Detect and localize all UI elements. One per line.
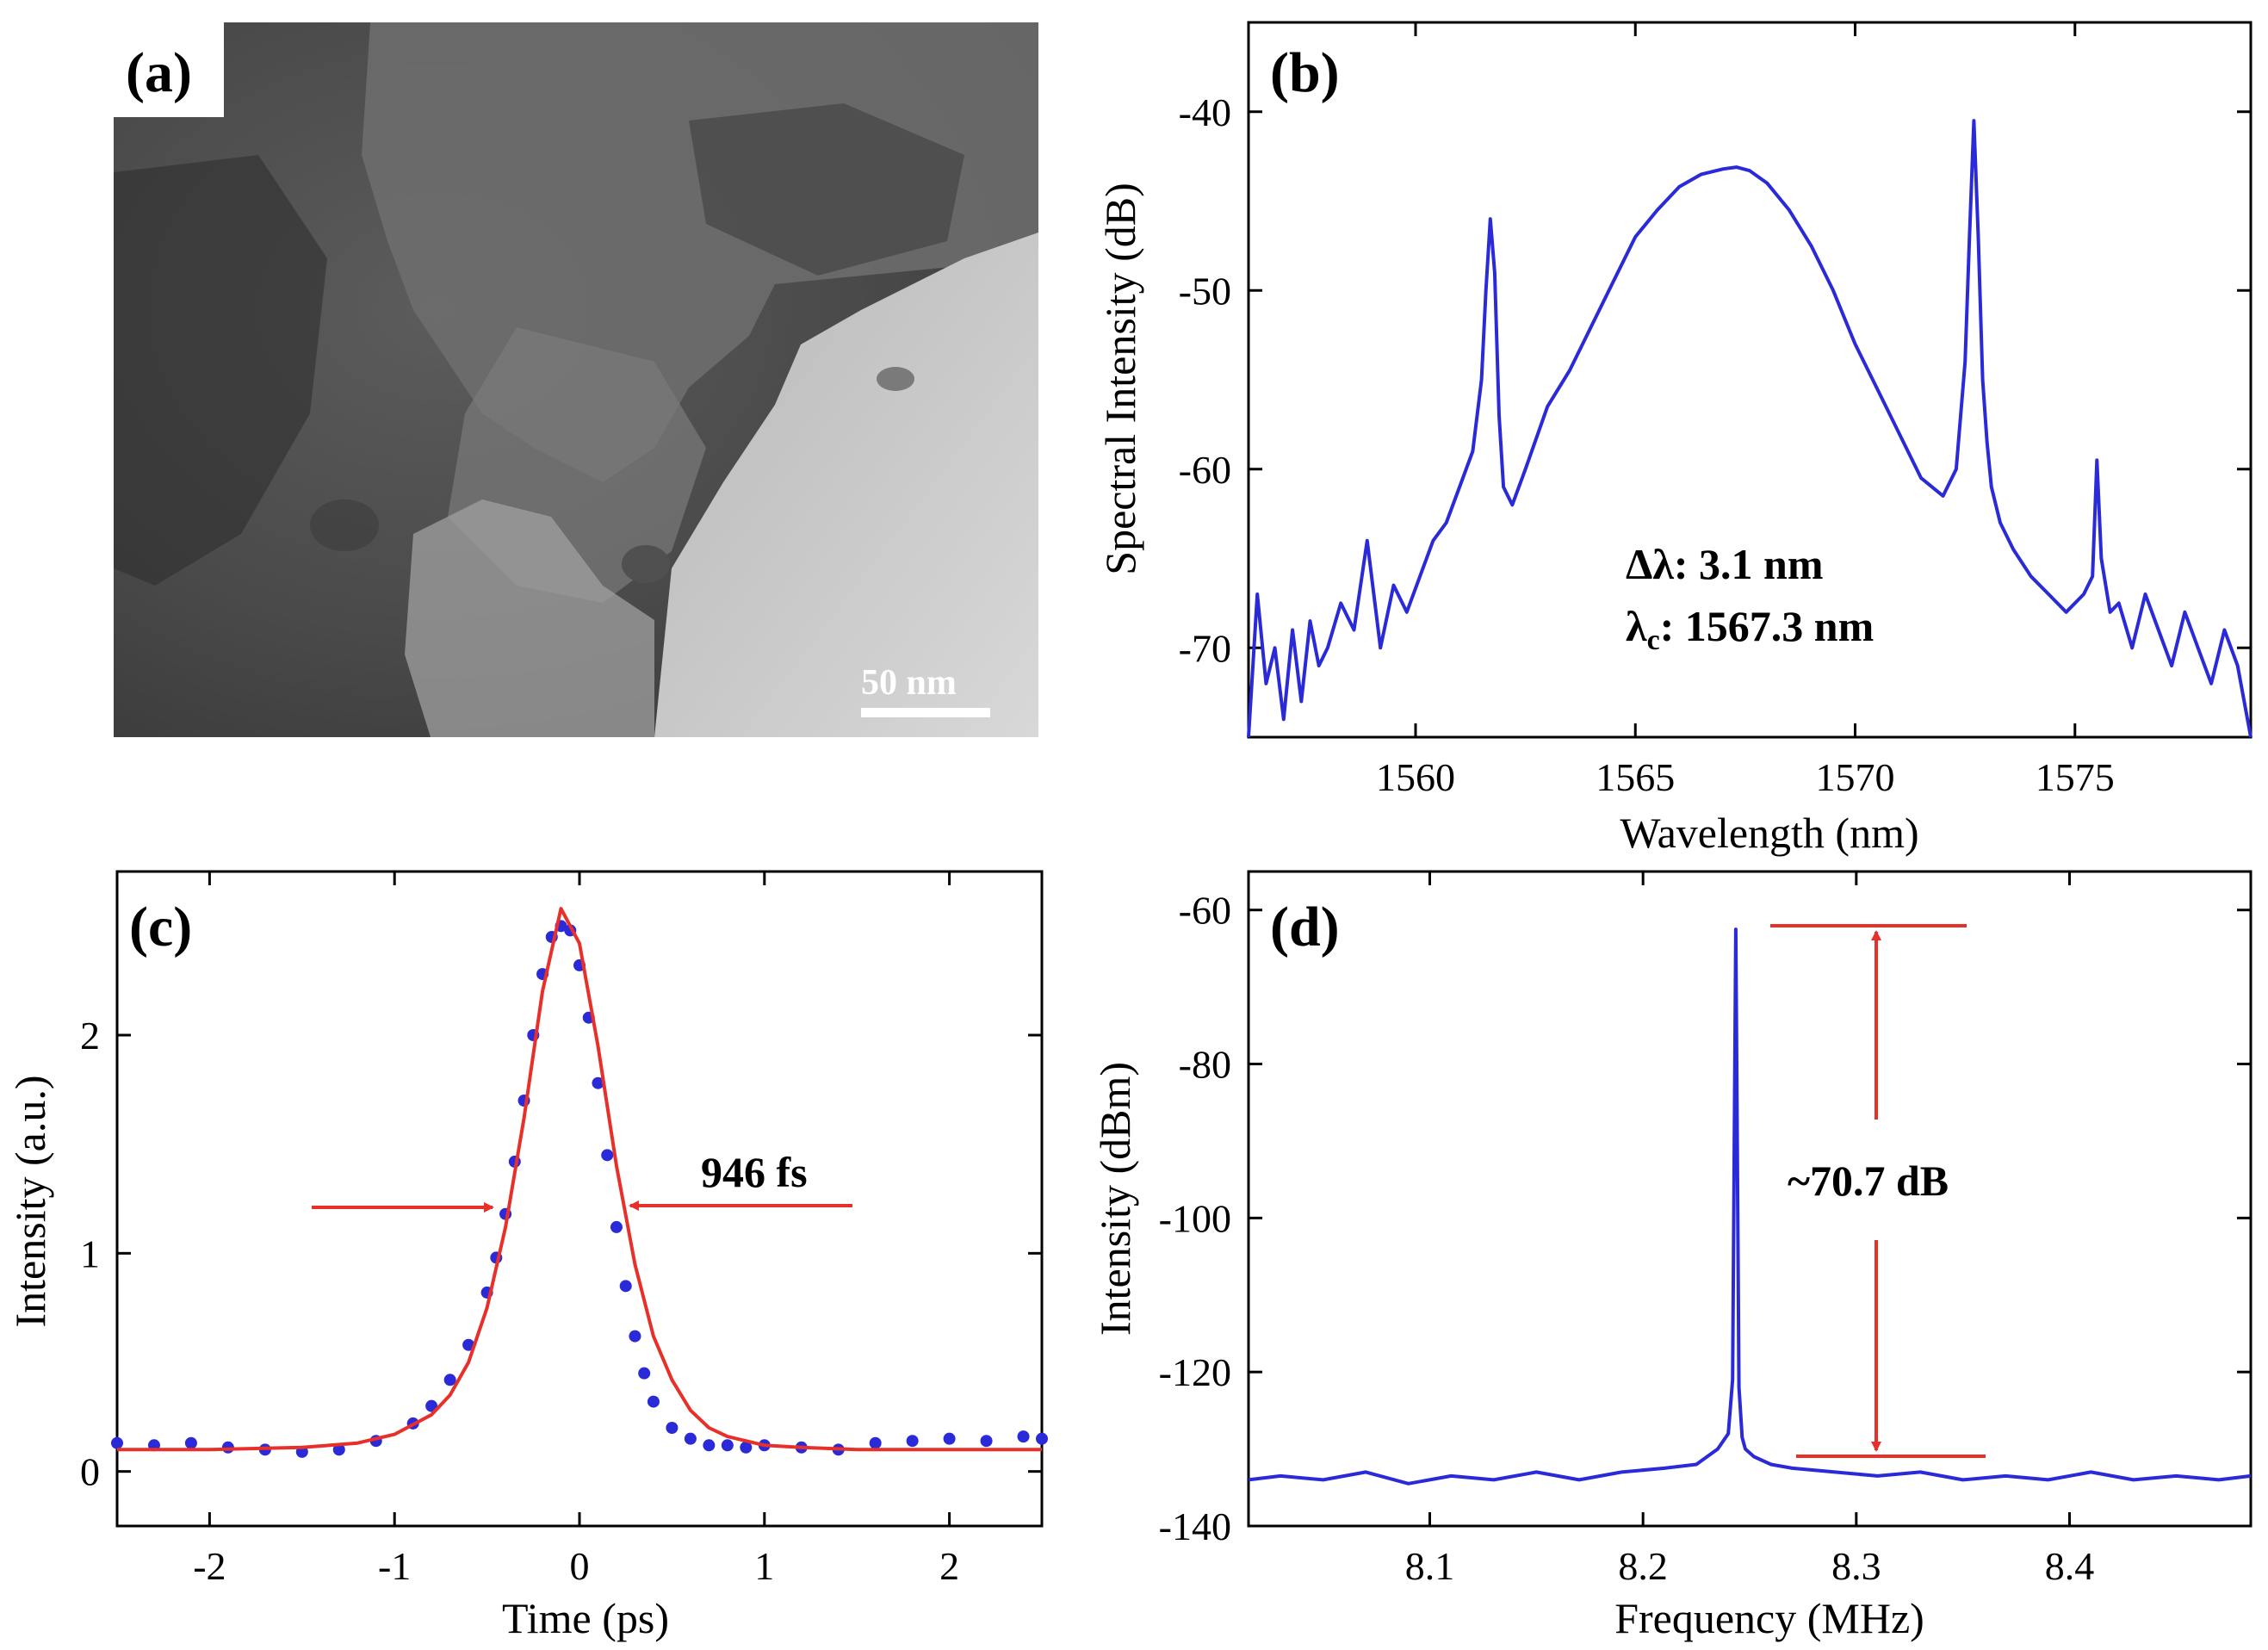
tick-labels-c: -2 -1 0 1 2 0 1 2 — [80, 1014, 959, 1588]
data-point — [721, 1439, 734, 1452]
x-tick-label: 0 — [570, 1544, 590, 1588]
panel-c: -2 -1 0 1 2 0 1 2 (c) Time (ps) Intensity (a.u.… — [6, 870, 1048, 1642]
x-axis-label-b: Wavelength (nm) — [1620, 809, 1918, 857]
panel-b-label: (b) — [1270, 41, 1340, 104]
annotation-b-center: λc: 1567.3 nm — [1626, 602, 1874, 656]
x-tick-label: 1575 — [2036, 755, 2115, 799]
y-tick-label: 0 — [80, 1450, 100, 1494]
panel-d: 8.1 8.2 8.3 8.4 -60 -80 -100 -120 -140 (d) Frequ… — [1091, 870, 2253, 1642]
scale-bar — [861, 708, 990, 717]
x-tick-label: 1570 — [1816, 755, 1895, 799]
data-point — [592, 1076, 604, 1089]
panel-c-label: (c) — [129, 896, 192, 958]
y-tick-label: 1 — [80, 1231, 100, 1275]
x-tick-label: 1565 — [1596, 755, 1675, 799]
tick-labels-b: 1560 1565 1570 1575 -40 -50 -60 -70 — [1179, 90, 2115, 799]
data-point — [629, 1330, 641, 1343]
data-point — [184, 1436, 197, 1449]
data-point — [906, 1435, 919, 1448]
data-point — [443, 1374, 456, 1386]
x-axis-label-d: Frequency (MHz) — [1614, 1594, 1924, 1642]
y-axis-label-b: Spectral Intensity (dB) — [1096, 183, 1144, 574]
y-tick-label: -70 — [1179, 626, 1231, 670]
annotation-c-pulse-width: 946 fs — [701, 1148, 808, 1196]
panel-a-label-box — [114, 22, 224, 117]
x-tick-label: 2 — [939, 1544, 959, 1588]
y-tick-label: -80 — [1179, 1043, 1231, 1087]
tem-particle — [877, 367, 914, 391]
data-point — [610, 1220, 623, 1233]
y-tick-label: -50 — [1179, 269, 1231, 313]
y-tick-label: -40 — [1179, 90, 1231, 134]
x-tick-label: 8.1 — [1405, 1544, 1455, 1588]
y-tick-label: -120 — [1159, 1350, 1231, 1394]
annotation-d-snr: ~70.7 dB — [1788, 1157, 1949, 1205]
data-point — [666, 1422, 679, 1434]
y-axis-label-c: Intensity (a.u.) — [6, 1076, 54, 1328]
panel-a-label: (a) — [126, 41, 192, 104]
annotation-b-bandwidth: Δλ: 3.1 nm — [1626, 540, 1824, 588]
y-tick-label: -100 — [1159, 1196, 1231, 1240]
x-axis-label-c: Time (ps) — [502, 1594, 669, 1642]
tem-light-region — [654, 233, 1038, 737]
x-tick-label: 1 — [754, 1544, 774, 1588]
data-point — [943, 1432, 956, 1445]
scale-bar-label: 50 nm — [861, 663, 957, 703]
panel-d-label: (d) — [1270, 896, 1340, 958]
x-tick-label: -2 — [193, 1544, 226, 1588]
x-tick-label: 8.4 — [2045, 1544, 2095, 1588]
tick-labels-d: 8.1 8.2 8.3 8.4 -60 -80 -100 -120 -140 — [1159, 889, 2095, 1588]
data-point — [619, 1280, 632, 1293]
data-point — [638, 1367, 651, 1380]
series-c — [111, 907, 1048, 1458]
x-tick-label: 8.3 — [1831, 1544, 1881, 1588]
data-point — [684, 1432, 697, 1445]
data-point — [462, 1338, 475, 1351]
tem-particle — [310, 499, 379, 551]
data-point — [740, 1441, 753, 1454]
panel-a: (a) 50 nm — [114, 22, 1038, 737]
data-point — [111, 1436, 123, 1449]
series-line-fit — [117, 907, 1042, 1452]
y-axis-label-d: Intensity (dBm) — [1091, 1062, 1139, 1336]
data-point — [869, 1436, 882, 1449]
tick-marks-d — [1249, 872, 2251, 1528]
data-point — [980, 1435, 993, 1448]
data-point — [1036, 1432, 1048, 1445]
series-d — [1248, 927, 2252, 1486]
tem-light-region — [405, 499, 654, 737]
plot-frame-b — [1247, 21, 2253, 739]
series-b — [1247, 119, 2253, 738]
y-tick-label: -60 — [1179, 448, 1231, 492]
data-point — [647, 1395, 660, 1408]
data-point — [425, 1399, 438, 1412]
data-point — [703, 1439, 716, 1452]
x-tick-label: 1560 — [1376, 755, 1455, 799]
x-tick-label: -1 — [378, 1544, 411, 1588]
data-point — [1017, 1430, 1030, 1443]
tem-dark-region — [689, 103, 964, 276]
data-point — [601, 1149, 614, 1162]
y-tick-label: -140 — [1159, 1504, 1231, 1548]
series-line-spectrum — [1247, 119, 2253, 738]
y-tick-label: 2 — [80, 1014, 100, 1058]
tem-dark-region — [114, 155, 327, 586]
plot-frame-d — [1247, 870, 2253, 1528]
data-point — [332, 1443, 345, 1456]
panel-b: 1560 1565 1570 1575 -40 -50 -60 -70 (b) Wavelen… — [1096, 21, 2253, 857]
tick-marks-c — [117, 872, 1042, 1526]
series-line-rf-spectrum — [1248, 927, 2252, 1486]
x-tick-label: 8.2 — [1618, 1544, 1668, 1588]
y-tick-label: -60 — [1179, 889, 1231, 933]
tem-particle — [622, 545, 670, 583]
